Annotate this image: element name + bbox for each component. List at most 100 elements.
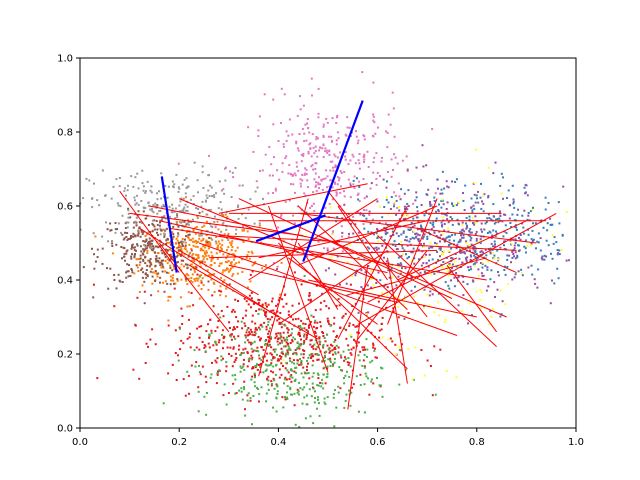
scatter-point-cluster-3	[317, 116, 320, 119]
scatter-point-cluster-7	[513, 244, 516, 247]
scatter-point-cluster-6	[476, 197, 478, 200]
scatter-point-cluster-4	[314, 309, 317, 312]
scatter-point-cluster-4	[268, 330, 271, 333]
scatter-point-cluster-3	[371, 218, 374, 221]
scatter-point-cluster-7	[375, 282, 378, 284]
scatter-point-cluster-7	[375, 246, 378, 249]
scatter-point-cluster-0	[233, 263, 236, 266]
scatter-point-cluster-2	[180, 221, 183, 224]
scatter-point-cluster-7	[549, 302, 552, 305]
scatter-point-cluster-8	[449, 264, 452, 267]
scatter-point-cluster-2	[147, 201, 150, 204]
scatter-point-cluster-0	[175, 247, 178, 250]
scatter-point-cluster-2	[205, 194, 208, 197]
scatter-point-cluster-1	[177, 246, 180, 249]
scatter-point-cluster-4	[323, 351, 326, 354]
scatter-point-cluster-6	[451, 257, 454, 260]
scatter-point-cluster-1	[142, 258, 145, 261]
scatter-point-cluster-6	[391, 230, 394, 233]
scatter-point-cluster-2	[174, 217, 177, 220]
scatter-point-cluster-3	[329, 160, 332, 163]
scatter-point-cluster-6	[523, 245, 526, 248]
scatter-point-cluster-3	[208, 154, 210, 157]
scatter-point-cluster-2	[236, 206, 239, 208]
scatter-point-cluster-1	[198, 211, 201, 214]
scatter-point-cluster-5	[254, 332, 257, 335]
scatter-point-cluster-4	[225, 370, 228, 373]
scatter-point-cluster-3	[335, 194, 338, 197]
scatter-point-cluster-4	[209, 318, 212, 321]
scatter-point-cluster-8	[461, 248, 464, 251]
red-line-segment-20	[357, 212, 557, 325]
scatter-point-cluster-6	[470, 237, 473, 240]
scatter-point-cluster-0	[150, 268, 153, 270]
scatter-point-cluster-3	[335, 165, 338, 168]
scatter-point-cluster-7	[370, 182, 373, 185]
scatter-point-cluster-4	[258, 357, 261, 360]
scatter-point-cluster-3	[258, 115, 261, 118]
scatter-point-cluster-1	[162, 216, 165, 219]
scatter-point-cluster-6	[443, 187, 446, 190]
scatter-point-cluster-0	[221, 239, 224, 242]
scatter-point-cluster-3	[311, 133, 314, 136]
scatter-point-cluster-6	[558, 249, 561, 252]
scatter-point-cluster-5	[220, 355, 223, 358]
scatter-point-cluster-4	[350, 353, 353, 356]
scatter-point-cluster-5	[316, 384, 319, 387]
scatter-point-cluster-1	[125, 250, 128, 253]
scatter-point-cluster-7	[451, 267, 453, 270]
scatter-point-cluster-1	[150, 263, 153, 266]
scatter-point-cluster-6	[484, 264, 487, 267]
scatter-point-cluster-1	[164, 229, 167, 232]
scatter-point-cluster-1	[115, 287, 118, 290]
scatter-point-cluster-6	[531, 273, 534, 276]
scatter-point-cluster-4	[276, 359, 279, 362]
scatter-point-cluster-7	[420, 204, 423, 206]
scatter-point-cluster-3	[334, 155, 337, 158]
scatter-point-cluster-4	[300, 283, 303, 286]
scatter-point-cluster-0	[180, 252, 183, 255]
scatter-point-cluster-7	[336, 255, 339, 258]
scatter-point-cluster-7	[422, 165, 425, 168]
scatter-point-cluster-7	[404, 217, 407, 220]
scatter-point-cluster-0	[229, 262, 232, 264]
scatter-point-cluster-4	[363, 365, 366, 368]
scatter-point-cluster-5	[265, 400, 268, 403]
scatter-point-cluster-1	[166, 227, 168, 230]
scatter-point-cluster-1	[111, 242, 114, 245]
scatter-point-cluster-5	[264, 343, 266, 346]
scatter-point-cluster-7	[417, 233, 419, 236]
scatter-point-cluster-1	[140, 250, 143, 253]
scatter-point-cluster-4	[297, 325, 300, 328]
scatter-point-cluster-3	[315, 136, 318, 138]
scatter-point-cluster-4	[271, 353, 273, 356]
scatter-point-cluster-6	[407, 228, 410, 231]
x-tick-label: 0.4	[270, 437, 286, 448]
scatter-point-cluster-0	[147, 259, 149, 262]
scatter-point-cluster-4	[327, 307, 330, 310]
scatter-point-cluster-1	[132, 232, 135, 235]
scatter-point-cluster-2	[182, 240, 185, 243]
scatter-point-cluster-2	[150, 185, 153, 188]
scatter-point-cluster-4	[244, 314, 247, 317]
scatter-point-cluster-6	[361, 239, 364, 242]
scatter-point-cluster-3	[317, 87, 320, 90]
scatter-point-cluster-4	[246, 365, 249, 368]
scatter-point-cluster-6	[445, 236, 448, 239]
scatter-point-cluster-3	[263, 93, 266, 96]
scatter-point-cluster-4	[237, 320, 240, 323]
scatter-point-cluster-8	[446, 270, 449, 273]
scatter-point-cluster-4	[232, 347, 235, 350]
scatter-point-cluster-7	[446, 185, 449, 188]
scatter-point-cluster-5	[254, 376, 256, 379]
scatter-point-cluster-7	[476, 256, 479, 259]
scatter-point-cluster-2	[133, 199, 136, 202]
scatter-point-cluster-7	[462, 294, 465, 296]
scatter-point-cluster-7	[425, 164, 428, 167]
scatter-point-cluster-5	[258, 393, 261, 396]
scatter-point-cluster-4	[309, 339, 312, 342]
scatter-point-cluster-7	[416, 228, 419, 231]
scatter-point-cluster-7	[395, 213, 398, 216]
scatter-point-cluster-7	[513, 255, 515, 258]
red-line-segment-28	[298, 205, 438, 266]
